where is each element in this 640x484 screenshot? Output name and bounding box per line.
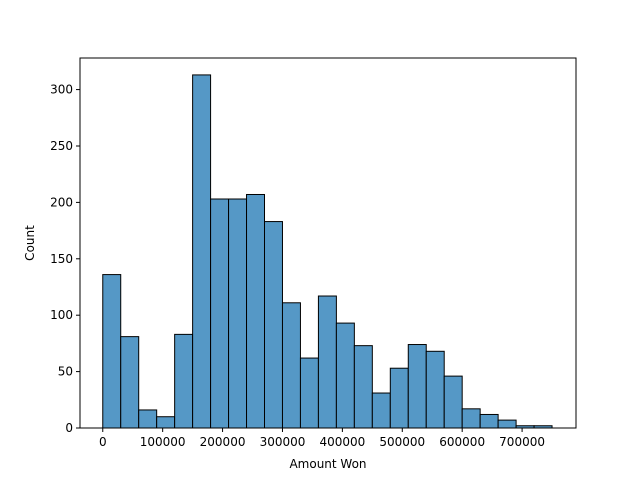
bar [156, 416, 176, 429]
x-tick-label: 400000 [319, 435, 365, 449]
bar [281, 302, 301, 429]
y-tick-label: 300 [50, 83, 73, 97]
bar [192, 74, 212, 429]
x-tick-label: 200000 [200, 435, 246, 449]
bar [335, 322, 355, 429]
bar [497, 419, 517, 429]
bar [317, 295, 337, 429]
bar [479, 413, 499, 429]
y-axis-label: Count [23, 225, 37, 261]
bar [264, 221, 283, 429]
bar [389, 367, 409, 429]
plot-frame [79, 57, 577, 429]
x-tick-label: 0 [99, 435, 107, 449]
bar [174, 333, 194, 429]
bar [461, 408, 481, 429]
y-tick-label: 0 [65, 421, 73, 435]
bar [299, 357, 319, 429]
bar [228, 198, 248, 429]
y-tick-label: 200 [50, 195, 73, 209]
bar [425, 350, 445, 429]
x-tick-label: 600000 [439, 435, 485, 449]
x-axis-label: Amount Won [289, 457, 366, 471]
bar [102, 274, 122, 429]
bar [353, 345, 373, 429]
bar [246, 193, 266, 429]
x-tick-label: 100000 [140, 435, 186, 449]
y-tick-label: 150 [50, 252, 73, 266]
x-tick-label: 700000 [499, 435, 545, 449]
bar [371, 392, 391, 429]
bar [407, 344, 427, 429]
x-tick-label: 300000 [260, 435, 306, 449]
bar [120, 336, 140, 429]
bar [210, 198, 230, 429]
y-tick-label: 50 [58, 365, 73, 379]
bar [443, 375, 463, 429]
y-tick-label: 250 [50, 139, 73, 153]
x-tick-label: 500000 [379, 435, 425, 449]
y-tick-label: 100 [50, 308, 73, 322]
bar [138, 409, 158, 429]
